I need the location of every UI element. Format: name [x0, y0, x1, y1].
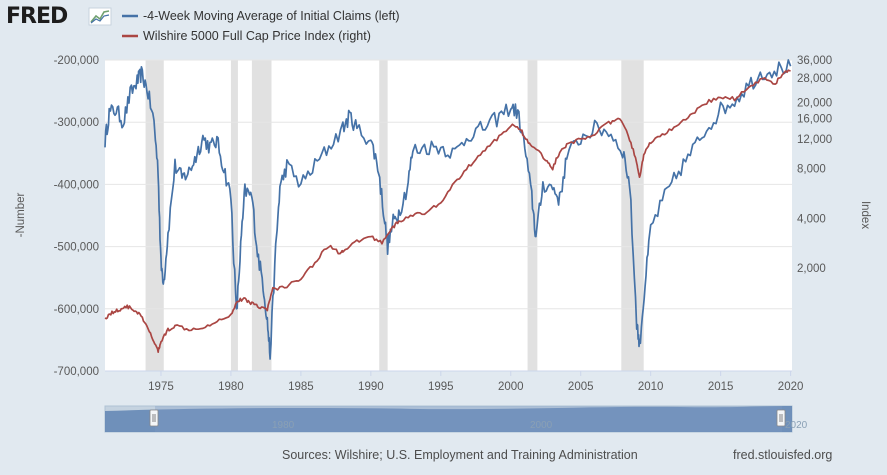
x-tick-label: 1975 — [148, 381, 174, 393]
sources-text: Sources: Wilshire; U.S. Employment and T… — [282, 448, 638, 462]
left-y-tick-label: -700,000 — [54, 366, 99, 378]
fred-logo-chart-icon — [88, 7, 112, 26]
recession-band — [145, 60, 164, 371]
right-y-tick-label: 36,000 — [797, 55, 832, 67]
x-tick-label: 2020 — [778, 381, 804, 393]
recession-band — [527, 60, 538, 371]
x-tick-label: 1990 — [358, 381, 384, 393]
right-y-tick-label: 20,000 — [797, 97, 832, 109]
left-y-tick-label: -300,000 — [54, 117, 99, 129]
navigator-series-preview — [105, 406, 792, 432]
legend-label-wilshire: Wilshire 5000 Full Cap Price Index (righ… — [143, 29, 371, 43]
navigator-right-handle[interactable] — [776, 409, 786, 427]
x-tick-label: 2005 — [568, 381, 594, 393]
x-tick-label: 1980 — [218, 381, 244, 393]
left-y-tick-label: -500,000 — [54, 242, 99, 254]
fred-logo[interactable]: FRED — [6, 4, 112, 29]
right-axis-title: Index — [859, 201, 871, 229]
navigator-label-1980: 1980 — [272, 420, 295, 431]
right-y-tick-label: 4,000 — [797, 213, 826, 225]
legend-item-claims[interactable]: -4-Week Moving Average of Initial Claims… — [122, 9, 400, 23]
left-y-tick-label: -200,000 — [54, 55, 99, 67]
legend-item-wilshire[interactable]: Wilshire 5000 Full Cap Price Index (righ… — [122, 29, 371, 43]
right-y-tick-label: 28,000 — [797, 73, 832, 85]
navigator-label-2020: 2020 — [785, 420, 808, 431]
left-axis-title: -Number — [15, 192, 27, 237]
x-tick-label: 2000 — [498, 381, 524, 393]
series-line-initial-claims — [104, 59, 792, 360]
right-y-axis: 36,000 28,000 20,000 16,000 12,000 8,000 4,000… — [797, 55, 832, 275]
x-tick-label: 1985 — [288, 381, 314, 393]
navigator-left-handle[interactable] — [149, 409, 159, 427]
right-y-tick-label: 12,000 — [797, 134, 832, 146]
left-y-tick-label: -400,000 — [54, 179, 99, 191]
x-axis: 1975 1980 1985 1990 1995 2000 2005 2010 2015 2020 — [105, 370, 804, 393]
recession-band — [251, 60, 272, 371]
x-tick-label: 1995 — [428, 381, 454, 393]
right-y-tick-label: 16,000 — [797, 113, 832, 125]
navigator-label-2000: 2000 — [530, 420, 553, 431]
fred-site-link[interactable]: fred.stlouisfed.org — [733, 448, 832, 462]
recession-band — [230, 60, 238, 371]
range-navigator[interactable]: 1980 2000 2020 — [104, 405, 808, 433]
left-y-tick-label: -600,000 — [54, 304, 99, 316]
navigator-selection[interactable] — [155, 406, 782, 432]
x-tick-label: 2015 — [708, 381, 734, 393]
right-y-tick-label: 8,000 — [797, 163, 826, 175]
series-lines — [104, 59, 792, 360]
series-line-wilshire-5000 — [104, 69, 791, 354]
recession-band — [621, 60, 644, 371]
legend-label-claims: -4-Week Moving Average of Initial Claims… — [143, 9, 400, 23]
legend: -4-Week Moving Average of Initial Claims… — [122, 9, 400, 43]
fred-logo-text: FRED — [6, 4, 68, 29]
left-y-axis: -200,000 -300,000 -400,000 -500,000 -600,000… — [54, 55, 99, 378]
x-tick-label: 2010 — [638, 381, 664, 393]
right-y-tick-label: 2,000 — [797, 263, 826, 275]
